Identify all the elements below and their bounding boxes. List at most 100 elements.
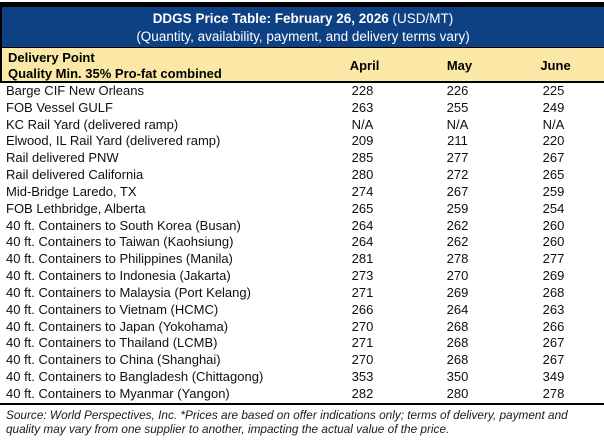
table-row: Barge CIF New Orleans 228 226 225 [0, 83, 604, 100]
price-cell-june: 265 [542, 167, 565, 183]
price-cell-april: 274 [351, 183, 374, 199]
price-cell-april: 265 [351, 200, 374, 216]
delivery-point-cell: FOB Vessel GULF [6, 99, 113, 115]
table-row: 40 ft. Containers to Japan (Yokohama) 270… [0, 319, 604, 336]
price-cell-april: 209 [351, 133, 374, 149]
price-cell-may: 270 [446, 268, 469, 284]
price-cell-april: 270 [351, 352, 374, 368]
footer-divider [0, 402, 604, 405]
table-row: 40 ft. Containers to Bangladesh (Chittag… [0, 369, 604, 386]
price-cell-may: 350 [446, 369, 469, 385]
price-cell-april: 271 [351, 335, 374, 351]
table-row: 40 ft. Containers to Myanmar (Yangon) 282… [0, 386, 604, 403]
delivery-point-cell: 40 ft. Containers to Vietnam (HCMC) [6, 301, 219, 317]
price-cell-april: 263 [351, 99, 374, 115]
table-row: KC Rail Yard (delivered ramp) N/A N/A N/A [0, 117, 604, 134]
price-cell-april: 281 [351, 251, 374, 267]
column-header-may: May [446, 57, 473, 73]
price-cell-april: 280 [351, 167, 374, 183]
delivery-point-cell: 40 ft. Containers to Myanmar (Yangon) [6, 385, 230, 401]
price-cell-may: 268 [446, 352, 469, 368]
price-table-body: Barge CIF New Orleans 228 226 225 FOB Vessel… [0, 83, 604, 403]
price-cell-april: 270 [351, 318, 374, 334]
price-cell-june: 254 [542, 200, 565, 216]
price-cell-may: 259 [446, 200, 469, 216]
source-note: Source: World Perspectives, Inc. *Prices… [6, 407, 568, 437]
price-cell-may: 267 [446, 183, 469, 199]
price-cell-june: 268 [542, 284, 565, 300]
column-header-april: April [349, 57, 380, 73]
table-row: FOB Lethbridge, Alberta 265 259 254 [0, 201, 604, 218]
delivery-point-cell: 40 ft. Containers to Bangladesh (Chittag… [6, 369, 264, 385]
delivery-point-cell: 40 ft. Containers to South Korea (Busan) [6, 217, 241, 233]
price-cell-june: 263 [542, 301, 565, 317]
delivery-point-cell: Rail delivered California [6, 167, 144, 183]
price-cell-june: 259 [542, 183, 565, 199]
price-cell-june: 278 [542, 385, 565, 401]
price-cell-may: 226 [446, 83, 469, 98]
table-row: 40 ft. Containers to Malaysia (Port Kela… [0, 285, 604, 302]
title-bar: DDGS Price Table: February 26, 2026 (USD… [2, 7, 604, 48]
delivery-point-cell: 40 ft. Containers to China (Shanghai) [6, 352, 221, 368]
delivery-point-cell: 40 ft. Containers to Philippines (Manila… [6, 251, 233, 267]
price-cell-may: 272 [446, 167, 469, 183]
price-cell-may: 255 [446, 99, 469, 115]
delivery-point-cell: 40 ft. Containers to Japan (Yokohama) [6, 318, 229, 334]
price-cell-may: 211 [447, 133, 468, 149]
price-cell-may: 269 [446, 284, 469, 300]
price-cell-june: 266 [542, 318, 565, 334]
price-cell-may: 268 [446, 335, 469, 351]
price-cell-june: N/A [542, 116, 565, 132]
delivery-point-cell: Elwood, IL Rail Yard (delivered ramp) [6, 133, 221, 149]
price-cell-april: 228 [351, 83, 374, 98]
delivery-point-cell: 40 ft. Containers to Taiwan (Kaohsiung) [6, 234, 234, 250]
price-cell-may: 280 [446, 385, 469, 401]
delivery-point-cell: FOB Lethbridge, Alberta [6, 200, 146, 216]
price-cell-april: 264 [351, 234, 374, 250]
price-cell-june: 267 [542, 150, 565, 166]
price-cell-june: 249 [542, 99, 565, 115]
price-cell-april: 273 [351, 268, 374, 284]
column-header-row: Delivery Point Quality Min. 35% Pro-fat … [2, 48, 604, 83]
delivery-point-cell: 40 ft. Containers to Thailand (LCMB) [6, 335, 218, 351]
price-cell-june: 225 [542, 83, 565, 98]
price-cell-may: 262 [446, 217, 469, 233]
delivery-point-cell: Mid-Bridge Laredo, TX [6, 183, 137, 199]
table-row: 40 ft. Containers to China (Shanghai) 270… [0, 352, 604, 369]
price-cell-april: 271 [351, 284, 374, 300]
table-title-unit: (USD/MT) [388, 11, 454, 26]
price-cell-april: 264 [351, 217, 374, 233]
price-cell-june: 267 [542, 352, 565, 368]
table-header-block: DDGS Price Table: February 26, 2026 (USD… [0, 7, 604, 83]
price-cell-june: 349 [542, 369, 565, 385]
delivery-point-header-line2: Quality Min. 35% Pro-fat combined [8, 66, 222, 81]
price-cell-june: 269 [542, 268, 565, 284]
delivery-point-cell: 40 ft. Containers to Indonesia (Jakarta) [6, 268, 231, 284]
top-border-bar [0, 2, 604, 7]
price-cell-june: 260 [542, 217, 565, 233]
delivery-point-header-line1: Delivery Point [8, 50, 95, 65]
column-header-june: June [540, 57, 571, 73]
table-subtitle: (Quantity, availability, payment, and de… [136, 29, 470, 44]
price-cell-june: 220 [542, 133, 565, 149]
delivery-point-cell: Rail delivered PNW [6, 150, 119, 166]
table-row: 40 ft. Containers to Philippines (Manila… [0, 251, 604, 268]
price-cell-may: N/A [446, 116, 469, 132]
price-cell-june: 267 [542, 335, 565, 351]
table-title-main: DDGS Price Table: February 26, 2026 [152, 11, 389, 26]
price-cell-april: N/A [351, 116, 374, 132]
table-row: Rail delivered California 280 272 265 [0, 167, 604, 184]
delivery-point-header: Delivery Point Quality Min. 35% Pro-fat … [2, 48, 317, 82]
table-title: DDGS Price Table: February 26, 2026 (USD… [2, 10, 604, 28]
price-cell-june: 260 [542, 234, 565, 250]
table-row: FOB Vessel GULF 263 255 249 [0, 100, 604, 117]
delivery-point-cell: KC Rail Yard (delivered ramp) [6, 116, 179, 132]
price-cell-april: 266 [351, 301, 374, 317]
price-cell-april: 285 [351, 150, 374, 166]
table-row: 40 ft. Containers to Thailand (LCMB) 271 2… [0, 335, 604, 352]
table-row: Rail delivered PNW 285 277 267 [0, 150, 604, 167]
table-row: 40 ft. Containers to Indonesia (Jakarta)… [0, 268, 604, 285]
price-cell-may: 277 [446, 150, 469, 166]
price-cell-may: 262 [446, 234, 469, 250]
